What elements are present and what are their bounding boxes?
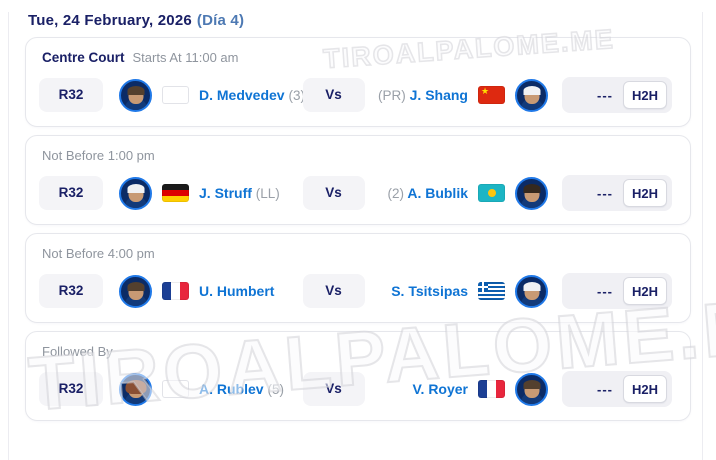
player-seed-suffix: (LL) [255,186,280,201]
match-row: R32 D. Medvedev (3) Vs (PR) J. Shang ---… [39,75,672,115]
player-name-link[interactable]: U. Humbert [199,283,274,299]
player-left: U. Humbert [119,274,301,308]
player-name-link[interactable]: V. Royer [412,381,468,397]
schedule-page: Tue, 24 February, 2026 (Día 4) Centre Cou… [0,12,716,421]
flag-neutral-icon [162,380,189,398]
player-right: (PR) J. Shang [367,78,548,112]
player-name: J. Shang [409,87,468,103]
match-card: Followed By R32 A. Rublev (5) Vs V. Roye… [25,331,691,421]
score-placeholder: --- [596,283,613,299]
match-card: Not Before 1:00 pm R32 J. Struff (LL) Vs… [25,135,691,225]
page-title: Tue, 24 February, 2026 (Día 4) [28,12,691,29]
flag-france-icon [478,380,505,398]
card-header: Followed By [39,344,672,361]
schedule-note: Not Before 1:00 pm [42,148,155,163]
player-avatar [515,372,548,406]
vs-badge: Vs [302,78,365,112]
card-header: Not Before 4:00 pm [39,246,672,263]
flag-china-icon [478,86,505,104]
flag-france-icon [162,282,189,300]
h2h-button[interactable]: H2H [622,375,667,403]
player-name: V. Royer [412,381,468,397]
player-name-link[interactable]: (2) A. Bublik [387,185,468,201]
match-row: R32 A. Rublev (5) Vs V. Royer --- H2H [39,369,672,409]
h2h-panel: --- H2H [562,273,672,309]
h2h-panel: --- H2H [562,175,672,211]
player-seed-suffix: (3) [288,88,305,103]
player-name-link[interactable]: S. Tsitsipas [391,283,468,299]
player-name: D. Medvedev [199,87,285,103]
player-left: D. Medvedev (3) [119,78,305,112]
schedule-note: Starts At 11:00 am [132,50,239,65]
round-badge: R32 [39,78,103,112]
round-badge: R32 [39,176,103,210]
player-left: J. Struff (LL) [119,176,301,210]
card-header: Centre Court Starts At 11:00 am [39,50,672,67]
player-name: U. Humbert [199,283,275,299]
schedule-note: Not Before 4:00 pm [42,246,155,261]
flag-kazakhstan-icon [478,184,505,202]
player-name: A. Rublev [199,381,264,397]
card-header: Not Before 1:00 pm [39,148,672,165]
court-name: Centre Court [42,50,125,65]
player-right: (2) A. Bublik [367,176,548,210]
player-seed-prefix: (PR) [378,88,406,103]
match-card: Centre Court Starts At 11:00 am R32 D. Me… [25,37,691,127]
player-right: S. Tsitsipas [367,274,548,308]
player-left: A. Rublev (5) [119,372,301,406]
player-name-link[interactable]: J. Struff (LL) [199,185,280,201]
player-avatar [119,176,152,210]
player-avatar [119,78,152,112]
score-placeholder: --- [596,185,613,201]
player-seed-suffix: (5) [267,382,284,397]
vs-badge: Vs [302,372,365,406]
match-row: R32 U. Humbert Vs S. Tsitsipas --- H2H [39,271,672,311]
player-avatar [515,78,548,112]
round-badge: R32 [39,372,103,406]
match-row: R32 J. Struff (LL) Vs (2) A. Bublik --- … [39,173,672,213]
player-name: J. Struff [199,185,252,201]
h2h-button[interactable]: H2H [622,277,667,305]
player-seed-prefix: (2) [387,186,404,201]
h2h-button[interactable]: H2H [622,81,667,109]
player-avatar [119,274,152,308]
flag-neutral-icon [162,86,189,104]
player-avatar [515,176,548,210]
date-title: Tue, 24 February, 2026 [28,12,192,29]
flag-greece-icon [478,282,505,300]
round-badge: R32 [39,274,103,308]
player-avatar [515,274,548,308]
tournament-day-label: (Día 4) [196,12,245,29]
h2h-panel: --- H2H [562,371,672,407]
match-card: Not Before 4:00 pm R32 U. Humbert Vs S. … [25,233,691,323]
vs-badge: Vs [302,274,365,308]
flag-germany-icon [162,184,189,202]
h2h-button[interactable]: H2H [622,179,667,207]
h2h-panel: --- H2H [562,77,672,113]
player-avatar [119,372,152,406]
player-right: V. Royer [367,372,548,406]
score-placeholder: --- [596,87,613,103]
vs-badge: Vs [302,176,365,210]
player-name-link[interactable]: D. Medvedev (3) [199,87,305,103]
player-name-link[interactable]: A. Rublev (5) [199,381,284,397]
player-name-link[interactable]: (PR) J. Shang [378,87,468,103]
score-placeholder: --- [596,381,613,397]
schedule-note: Followed By [42,344,113,359]
player-name: S. Tsitsipas [391,283,468,299]
player-name: A. Bublik [407,185,468,201]
